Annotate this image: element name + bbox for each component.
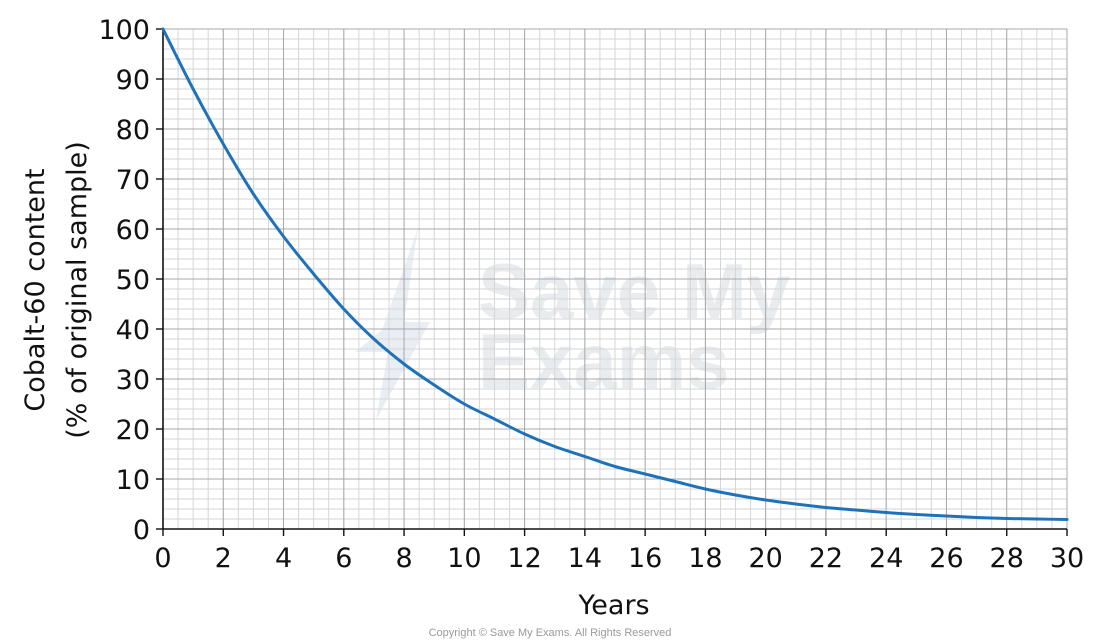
series-group: [161, 27, 1069, 521]
x-tick-label: 14: [568, 543, 602, 574]
watermark-text-line1: Save My: [478, 247, 790, 335]
x-tick-label: 10: [447, 543, 481, 574]
x-tick-label: 12: [507, 543, 541, 574]
x-tick-label: 18: [688, 543, 722, 574]
y-axis-title-line2: (% of original sample): [62, 141, 93, 439]
y-axis-title-line1: Cobalt-60 content: [20, 168, 51, 411]
x-axis-ticks: 0 2 4 6 8 10 12 14 16 18 20 22 24 26 28 30: [154, 529, 1084, 574]
y-axis-title: Cobalt-60 content (% of original sample): [20, 141, 93, 439]
x-tick-label: 0: [154, 543, 171, 574]
series-line: [161, 27, 1069, 521]
y-tick-label: 0: [133, 515, 150, 546]
y-tick-label: 10: [116, 465, 150, 496]
copyright-notice: Copyright © Save My Exams. All Rights Re…: [429, 627, 672, 639]
watermark-logo-icon: [355, 228, 430, 420]
watermark: Save My Exams: [355, 228, 790, 420]
x-tick-label: 22: [809, 543, 843, 574]
y-tick-label: 60: [116, 215, 150, 246]
y-tick-label: 20: [116, 415, 150, 446]
x-tick-label: 24: [869, 543, 903, 574]
watermark-text-line2: Exams: [478, 317, 730, 405]
y-tick-label: 40: [116, 315, 150, 346]
x-tick-label: 26: [929, 543, 963, 574]
x-tick-label: 6: [335, 543, 352, 574]
y-tick-label: 90: [116, 65, 150, 96]
major-grid: [162, 28, 1068, 530]
y-tick-label: 100: [98, 15, 150, 46]
x-tick-label: 8: [395, 543, 412, 574]
x-tick-label: 2: [215, 543, 232, 574]
y-tick-label: 70: [116, 165, 150, 196]
x-tick-label: 28: [990, 543, 1024, 574]
x-tick-label: 30: [1050, 543, 1084, 574]
x-tick-label: 16: [628, 543, 662, 574]
x-tick-label: 20: [748, 543, 782, 574]
x-axis-title: Years: [577, 590, 649, 621]
y-axis-ticks: 0 10 20 30 40 50 60 70 80 90 100: [98, 15, 163, 546]
y-tick-label: 30: [116, 365, 150, 396]
x-tick-label: 4: [275, 543, 292, 574]
y-tick-label: 50: [116, 265, 150, 296]
y-tick-label: 80: [116, 115, 150, 146]
